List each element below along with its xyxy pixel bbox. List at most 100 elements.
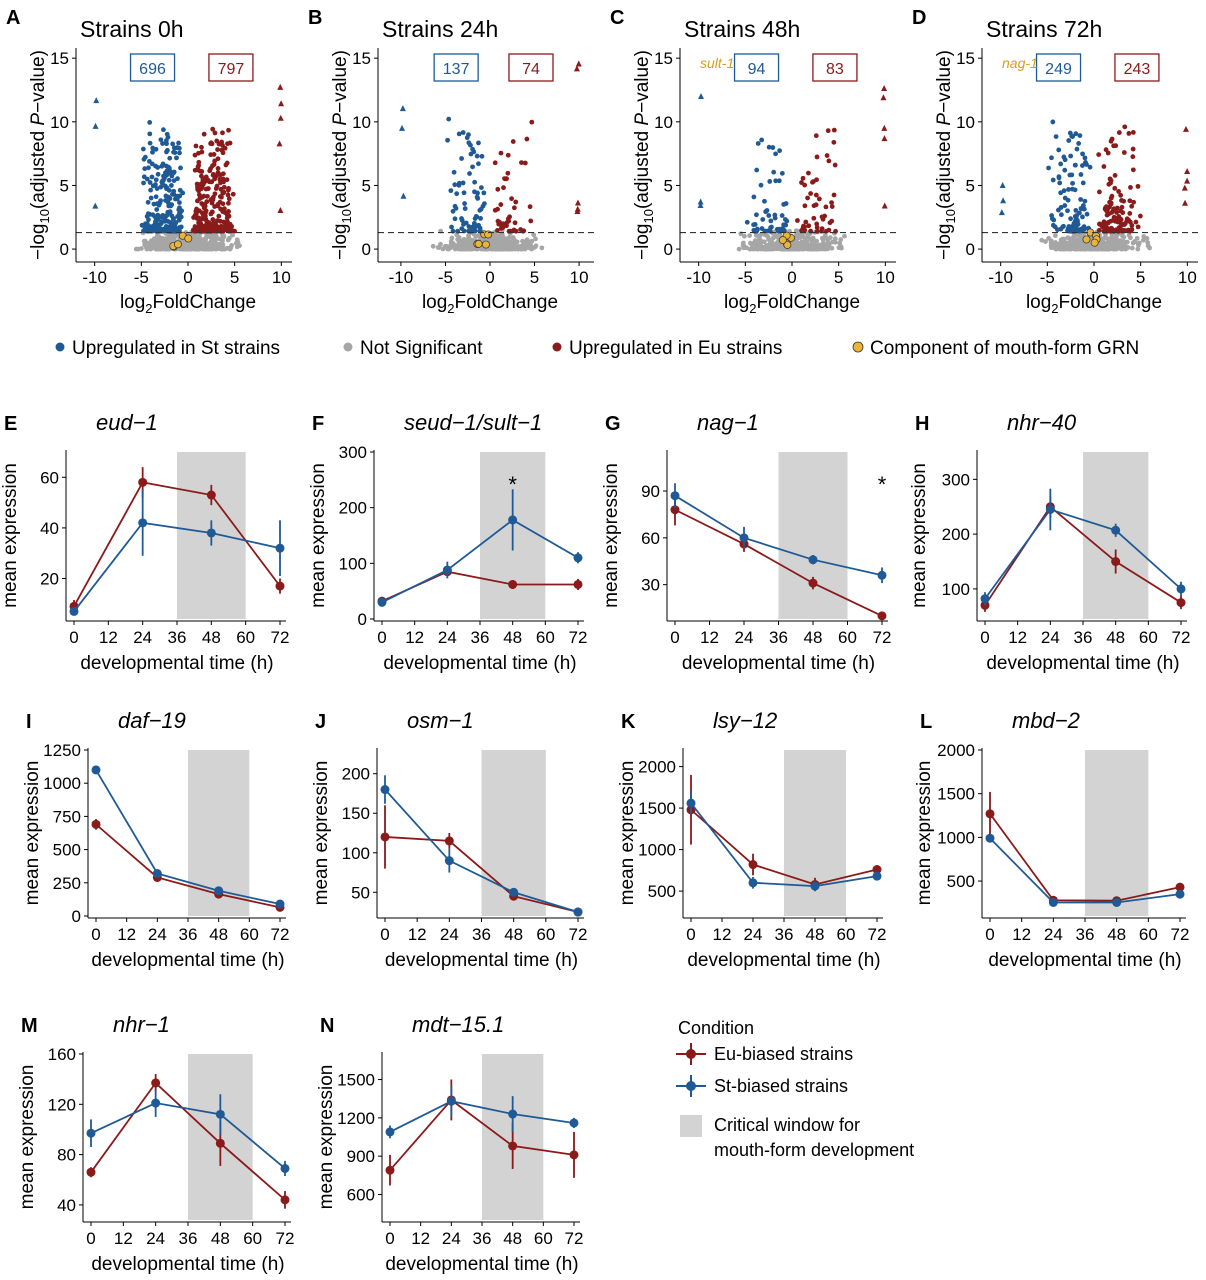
x-tick-label: 60 [838, 628, 857, 647]
data-point [442, 565, 452, 575]
volcano-point-st [1050, 119, 1056, 125]
volcano-x-tick-label: -5 [738, 268, 753, 287]
data-point [444, 836, 454, 846]
volcano-point-eu [198, 181, 204, 187]
data-point [808, 555, 818, 565]
series-eu [86, 1074, 290, 1209]
volcano-point-eu [217, 199, 223, 205]
volcano-point-st [1080, 214, 1085, 220]
volcano-point-eu [1096, 227, 1102, 233]
volcano-point-st [1058, 190, 1064, 196]
volcano-point-eu [212, 130, 218, 136]
volcano-title: Strains 48h [684, 16, 800, 42]
volcano-point-st [140, 146, 146, 152]
x-tick-label: 0 [91, 925, 100, 944]
volcano-y-tick-label: 5 [60, 176, 69, 195]
volcano-point-st [141, 228, 146, 234]
volcano-y-tick-label: 0 [60, 240, 69, 259]
volcano-point-st [149, 174, 155, 180]
volcano-point-ns [496, 237, 501, 243]
volcano-point-st [477, 225, 483, 231]
volcano-x-label: log2FoldChange [120, 292, 256, 316]
volcano-point-eu [524, 136, 530, 142]
volcano-point-eu [528, 218, 534, 224]
volcano-point-eu [1126, 131, 1132, 136]
volcano-point-st [766, 144, 772, 150]
y-tick-label: 60 [641, 529, 660, 548]
volcano-point-st [476, 161, 481, 167]
volcano-point-ns [752, 238, 758, 244]
data-point [810, 881, 820, 891]
volcano-point-eu [195, 164, 201, 170]
series-st [86, 1089, 290, 1176]
volcano-point-st [744, 219, 750, 225]
volcano-x-tick-label: -5 [1040, 268, 1055, 287]
series-st [985, 833, 1185, 907]
volcano-point-ns [1068, 241, 1074, 247]
volcano-point-eu [1106, 226, 1112, 232]
volcano-point-ns [133, 246, 139, 252]
volcano-point-capped [697, 198, 704, 205]
volcano-point-eu [1127, 211, 1133, 216]
volcano-point-st [167, 220, 173, 225]
volcano-x-label: log2FoldChange [1026, 292, 1162, 316]
volcano-point-eu [217, 194, 223, 199]
volcano-point-st [449, 224, 454, 230]
y-tick-label: 120 [48, 1095, 76, 1114]
y-axis-label: mean expression [17, 1065, 38, 1210]
y-tick-label: 500 [947, 872, 975, 891]
volcano-point-ns [1048, 240, 1054, 246]
volcano-point-st [752, 222, 758, 227]
volcano-point-ns [1068, 236, 1074, 242]
critical-window [1085, 750, 1149, 916]
volcano-point-eu [832, 162, 838, 168]
volcano-point-st [1072, 187, 1078, 193]
volcano-point-ns [533, 236, 538, 242]
data-point [1175, 882, 1185, 892]
volcano-point-st [177, 187, 183, 193]
volcano-point-st [754, 212, 759, 218]
volcano-point-eu [802, 224, 807, 230]
volcano-point-st [177, 200, 182, 205]
volcano-point-eu [226, 127, 231, 133]
volcano-point-ns [832, 239, 838, 245]
volcano-y-tick-label: 0 [664, 240, 673, 259]
x-tick-label: 12 [713, 925, 732, 944]
y-tick-label: 500 [53, 841, 81, 860]
volcano-point-eu [806, 223, 812, 229]
volcano-point-st [164, 149, 169, 155]
volcano-point-ns [153, 246, 159, 252]
volcano-point-eu [1137, 213, 1143, 219]
volcano-point-eu [220, 190, 226, 196]
series-line [989, 813, 1181, 902]
x-tick-label: 0 [86, 1229, 95, 1248]
volcano-point-st [459, 216, 464, 221]
volcano-point-st [451, 169, 457, 175]
data-point [1176, 584, 1186, 594]
volcano-point-st [172, 224, 178, 230]
volcano-point-capped [998, 209, 1005, 216]
series-line [389, 1100, 575, 1133]
x-tick-label: 48 [504, 925, 523, 944]
volcano-point-ns [527, 240, 533, 246]
volcano-x-tick-label: -10 [82, 268, 107, 287]
condition-legend: Condition Eu-biased strains St-biased st… [676, 1018, 914, 1160]
volcano-point-ns [821, 244, 827, 250]
volcano-point-st [782, 217, 788, 222]
volcano-point-capped [999, 181, 1006, 188]
volcano-point-eu [210, 217, 216, 222]
volcano-point-ns [1132, 239, 1137, 244]
volcano-point-st [776, 178, 782, 184]
data-point [138, 477, 148, 487]
volcano-point-capped [92, 122, 99, 129]
series-line [381, 518, 579, 604]
y-tick-label: 100 [339, 554, 367, 573]
volcano-point-st [176, 140, 181, 146]
x-axis-label: developmental time (h) [385, 950, 578, 971]
volcano-point-st [754, 167, 760, 173]
volcano-point-ns [469, 246, 475, 252]
volcano-point-st [1070, 134, 1076, 139]
gene-title: nag−1 [697, 410, 759, 435]
y-axis-label: mean expression [909, 463, 930, 608]
up-count-box [208, 53, 254, 82]
